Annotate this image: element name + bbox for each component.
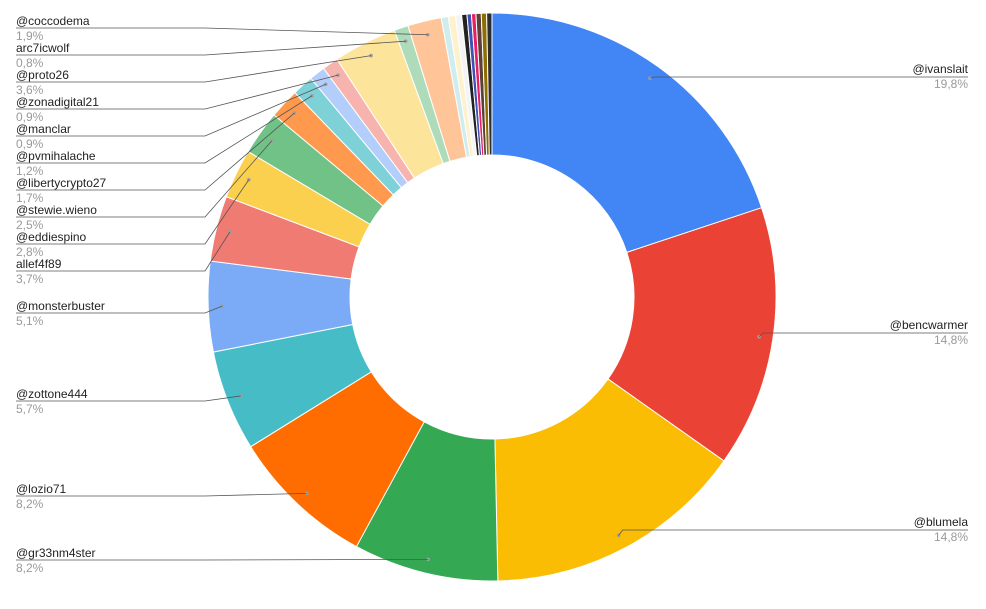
slice-labels: @ivanslait19,8%@bencwarmer14,8%@blumela1… [16,14,969,575]
slice-label-coccodema: @coccodema [16,14,90,28]
leader-line [16,179,250,245]
leader-line [16,55,372,83]
leader-line [16,112,295,191]
leader-line [16,231,231,272]
slice-value-gr33nm4ster: 8,2% [16,561,44,575]
slice-label-arc7icwolf: arc7icwolf [16,41,70,55]
leader-line [16,74,339,110]
leader-line [618,529,968,536]
leader-line [16,395,241,402]
slice-label-allef4f89: allef4f89 [16,257,62,271]
slice-blumela [494,378,725,582]
slice-value-lozio71: 8,2% [16,497,44,511]
slice-value-allef4f89: 3,7% [16,272,44,286]
slice-label-proto26: @proto26 [16,68,69,82]
slice-label-bencwarmer: @bencwarmer [890,318,968,332]
leader-line [16,140,273,218]
slice-label-manclar: @manclar [16,122,71,136]
slice-label-zonadigital21: @zonadigital21 [16,95,99,109]
slice-label-gr33nm4ster: @gr33nm4ster [16,546,96,560]
slice-value-pvmihalache: 1,2% [16,164,44,178]
slice-label-ivanslait: @ivanslait [912,62,968,76]
slice-value-manclar: 0,9% [16,137,44,151]
slice-value-libertycrypto27: 1,7% [16,191,44,205]
slice-label-zottone444: @zottone444 [16,387,88,401]
slice-label-lozio71: @lozio71 [16,482,67,496]
slice-value-monsterbuster: 5,1% [16,314,44,328]
leader-line [16,27,428,36]
label-anchor-dot [304,491,309,496]
slice-value-bencwarmer: 14,8% [934,333,968,347]
leader-line [16,95,313,164]
leader-line [16,558,429,561]
label-anchor-dot [426,557,431,562]
donut-slices [207,12,777,582]
slice-value-stewie-wieno: 2,5% [16,218,44,232]
slice-label-libertycrypto27: @libertycrypto27 [16,176,107,190]
slice-value-arc7icwolf: 0,8% [16,56,44,70]
slice-label-stewie-wieno: @stewie.wieno [16,203,97,217]
slice-value-zonadigital21: 0,9% [16,110,44,124]
slice-label-blumela: @blumela [914,515,969,529]
slice-label-eddiespino: @eddiespino [16,230,87,244]
slice-bencwarmer [607,207,777,462]
slice-label-pvmihalache: @pvmihalache [16,149,96,163]
slice-value-coccodema: 1,9% [16,29,44,43]
leader-line [649,76,968,79]
leader-line [16,305,223,314]
slice-unlabeled-25 [486,12,493,156]
slice-ivanslait [491,12,763,253]
slice-value-ivanslait: 19,8% [934,77,968,91]
leader-line [16,83,326,137]
label-anchor-dot [425,32,430,37]
slice-value-zottone444: 5,7% [16,402,44,416]
slice-value-blumela: 14,8% [934,530,968,544]
leader-line [758,332,968,338]
slice-value-proto26: 3,6% [16,83,44,97]
leader-line [16,40,406,56]
leader-line [16,492,307,497]
slice-value-eddiespino: 2,8% [16,245,44,259]
slice-label-monsterbuster: @monsterbuster [16,299,105,313]
label-anchor-dot [336,73,340,77]
